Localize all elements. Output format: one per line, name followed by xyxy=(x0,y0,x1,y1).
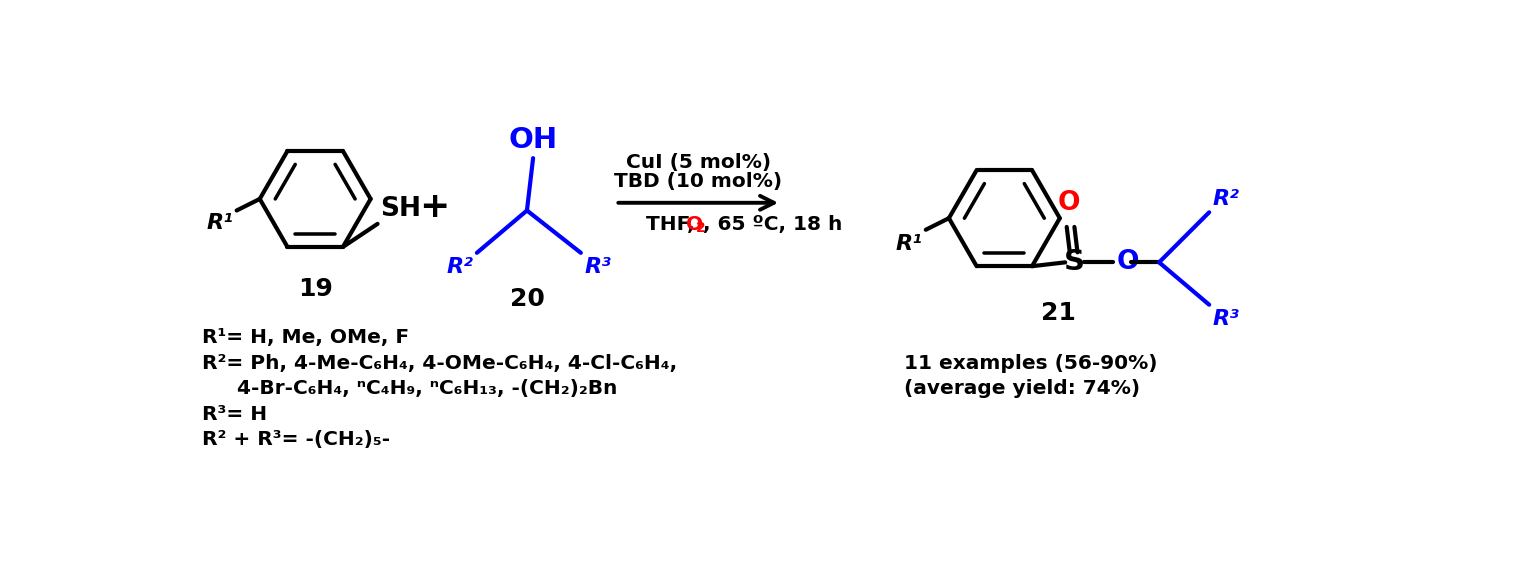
Text: O: O xyxy=(687,215,703,234)
Text: R²: R² xyxy=(445,257,473,277)
Text: S: S xyxy=(1064,248,1084,276)
Text: O: O xyxy=(1117,249,1140,276)
Text: 11 examples (56-90%): 11 examples (56-90%) xyxy=(905,354,1158,373)
Text: R³: R³ xyxy=(585,257,611,277)
Text: R²= Ph, 4-Me-C₆H₄, 4-OMe-C₆H₄, 4-Cl-C₆H₄,: R²= Ph, 4-Me-C₆H₄, 4-OMe-C₆H₄, 4-Cl-C₆H₄… xyxy=(203,354,677,373)
Text: R²: R² xyxy=(1212,189,1240,209)
Text: R³: R³ xyxy=(1212,308,1240,328)
Text: 2: 2 xyxy=(696,221,705,235)
Text: CuI (5 mol%): CuI (5 mol%) xyxy=(625,153,771,172)
Text: O: O xyxy=(1058,190,1080,216)
Text: 21: 21 xyxy=(1041,301,1075,324)
Text: 4-Br-C₆H₄, ⁿC₄H₉, ⁿC₆H₁₃, -(CH₂)₂Bn: 4-Br-C₆H₄, ⁿC₄H₉, ⁿC₆H₁₃, -(CH₂)₂Bn xyxy=(237,379,617,398)
Text: , 65 ºC, 18 h: , 65 ºC, 18 h xyxy=(703,215,842,234)
Text: 19: 19 xyxy=(298,277,333,302)
Text: R¹= H, Me, OMe, F: R¹= H, Me, OMe, F xyxy=(203,328,409,348)
Text: R¹: R¹ xyxy=(207,213,233,233)
Text: SH: SH xyxy=(379,196,421,222)
Text: R³= H: R³= H xyxy=(203,404,267,424)
Text: TBD (10 mol%): TBD (10 mol%) xyxy=(614,172,782,191)
Text: R² + R³= -(CH₂)₅-: R² + R³= -(CH₂)₅- xyxy=(203,430,390,449)
Text: (average yield: 74%): (average yield: 74%) xyxy=(905,379,1140,398)
Text: THF,: THF, xyxy=(647,215,702,234)
Text: OH: OH xyxy=(508,126,558,154)
Text: 20: 20 xyxy=(510,287,544,311)
Text: R¹: R¹ xyxy=(895,234,923,253)
Text: +: + xyxy=(419,189,450,223)
